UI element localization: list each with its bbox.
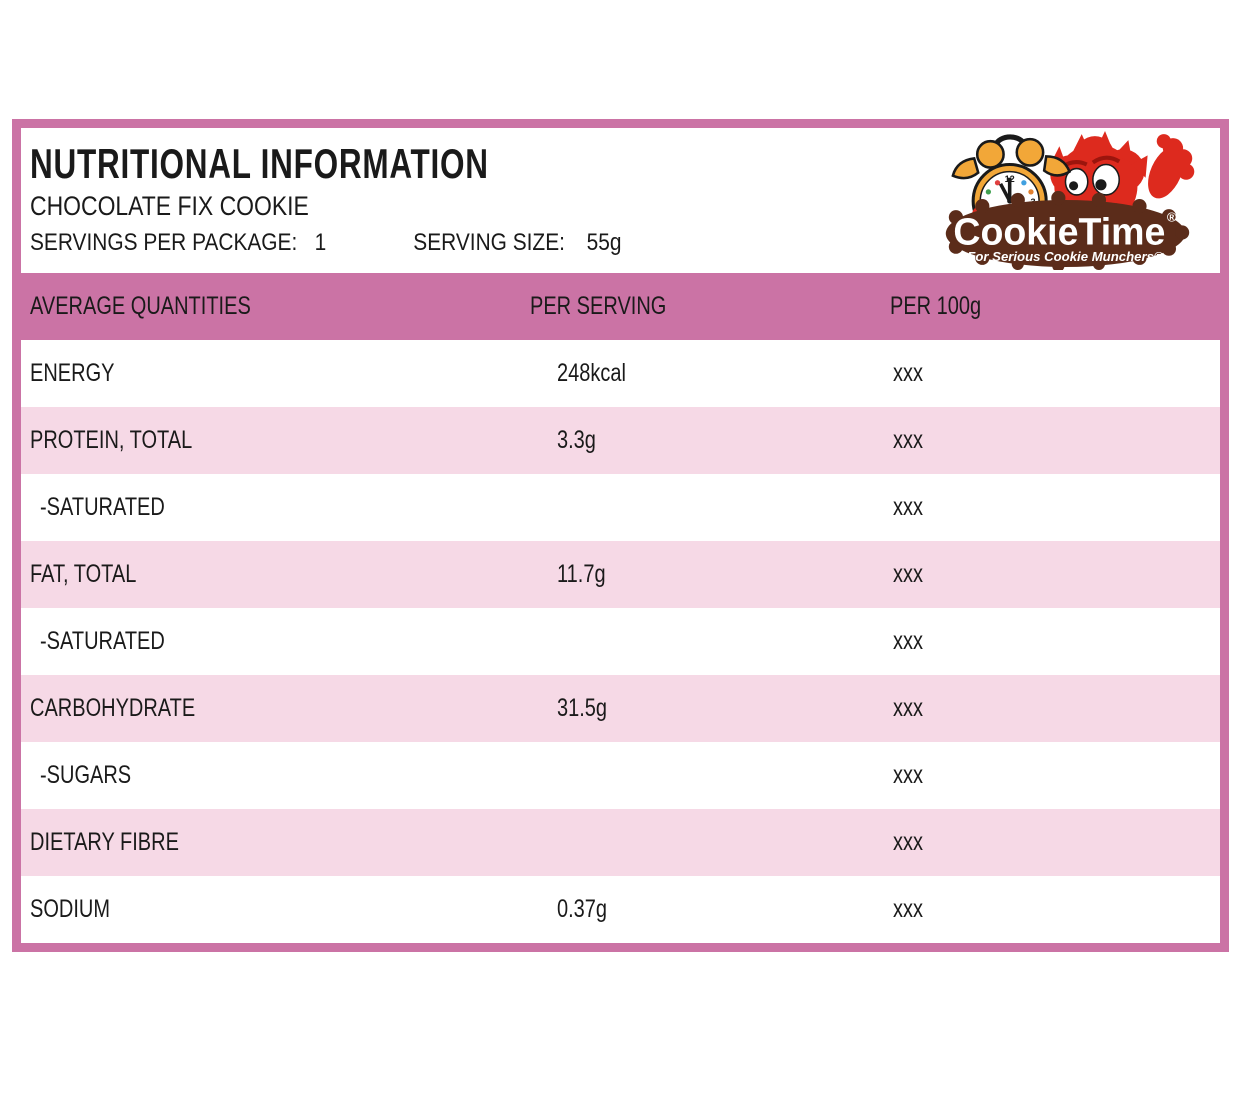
table-body: ENERGY 248kcal xxx PROTEIN, TOTAL 3.3g x…: [21, 340, 1220, 943]
nutrient-label: -SUGARS: [40, 761, 132, 789]
per-100g-cell: xxx: [893, 895, 1220, 924]
per-100g-cell: xxx: [893, 627, 1220, 656]
table-row: -SATURATED xxx: [21, 474, 1220, 541]
brand-registered-mark: ®: [1167, 209, 1177, 224]
per-100g-cell: xxx: [893, 694, 1220, 723]
nutrition-panel: NUTRITIONAL INFORMATION CHOCOLATE FIX CO…: [12, 119, 1229, 952]
per-100g-value: xxx: [893, 627, 923, 655]
servings-per-package-value: 1: [314, 229, 327, 256]
per-serving-cell: [557, 633, 893, 651]
per-serving-cell: 31.5g: [557, 694, 893, 723]
per-100g-value: xxx: [893, 694, 923, 722]
per-serving-value: 31.5g: [557, 694, 608, 722]
table-row: -SATURATED xxx: [21, 608, 1220, 675]
nutrient-label-cell: ENERGY: [21, 359, 557, 388]
per-100g-cell: xxx: [893, 560, 1220, 589]
per-100g-value: xxx: [893, 560, 923, 588]
nutrient-label-cell: FAT, TOTAL: [21, 560, 557, 589]
per-100g-value: xxx: [893, 828, 923, 856]
per-100g-cell: xxx: [893, 359, 1220, 388]
nutrient-label: FAT, TOTAL: [30, 560, 137, 588]
table-row: CARBOHYDRATE 31.5g xxx: [21, 675, 1220, 742]
column-header-label: PER 100g: [890, 292, 982, 320]
cookie-time-logo-art: 12 3: [945, 131, 1195, 270]
nutrient-label: PROTEIN, TOTAL: [30, 426, 193, 454]
cookie-blob-icon: CookieTime ® For Serious Cookie Munchers…: [945, 190, 1190, 270]
table-row: PROTEIN, TOTAL 3.3g xxx: [21, 407, 1220, 474]
per-serving-value: 11.7g: [557, 560, 606, 588]
per-100g-value: xxx: [893, 761, 923, 789]
per-serving-cell: 248kcal: [557, 359, 893, 388]
nutrient-label: DIETARY FIBRE: [30, 828, 179, 856]
nutrient-label: SODIUM: [30, 895, 110, 923]
per-serving-cell: 11.7g: [557, 560, 893, 589]
column-header-label: AVERAGE QUANTITIES: [30, 292, 251, 320]
per-100g-value: xxx: [893, 493, 923, 521]
per-serving-value: 3.3g: [557, 426, 596, 454]
table-row: SODIUM 0.37g xxx: [21, 876, 1220, 943]
monster-eyes-icon: [1064, 163, 1120, 196]
per-100g-cell: xxx: [893, 761, 1220, 790]
per-serving-cell: 0.37g: [557, 895, 893, 924]
column-header-per-100g: PER 100g: [890, 292, 1217, 321]
nutrient-label-cell: PROTEIN, TOTAL: [21, 426, 557, 455]
cookie-time-logo: 12 3: [941, 128, 1196, 270]
table-row: -SUGARS xxx: [21, 742, 1220, 809]
per-serving-cell: [557, 834, 893, 852]
nutrient-label-cell: -SUGARS: [21, 761, 557, 790]
panel-title: NUTRITIONAL INFORMATION: [30, 140, 489, 187]
nutrient-label-cell: CARBOHYDRATE: [21, 694, 557, 723]
column-header-per-serving: PER SERVING: [530, 292, 866, 321]
per-serving-cell: 3.3g: [557, 426, 893, 455]
per-serving-value: 248kcal: [557, 359, 626, 387]
nutrient-label-cell: DIETARY FIBRE: [21, 828, 557, 857]
per-serving-value: 0.37g: [557, 895, 608, 923]
serving-size-label: SERVING SIZE:: [413, 229, 565, 256]
servings-line: SERVINGS PER PACKAGE: 1 SERVING SIZE: 55g: [30, 229, 622, 257]
nutrient-label-cell: -SATURATED: [21, 627, 557, 656]
column-header-average-quantities: AVERAGE QUANTITIES: [21, 292, 557, 321]
brand-text: CookieTime: [953, 211, 1165, 253]
tagline-text: For Serious Cookie Munchers®: [967, 249, 1164, 264]
per-100g-cell: xxx: [893, 426, 1220, 455]
table-row: FAT, TOTAL 11.7g xxx: [21, 541, 1220, 608]
servings-per-package-label: SERVINGS PER PACKAGE:: [30, 229, 298, 256]
per-100g-value: xxx: [893, 359, 923, 387]
nutrient-label: ENERGY: [30, 359, 115, 387]
per-100g-value: xxx: [893, 426, 923, 454]
nutrient-label-cell: -SATURATED: [21, 493, 557, 522]
per-serving-cell: [557, 767, 893, 785]
nutrient-label: -SATURATED: [40, 627, 165, 655]
product-name: CHOCOLATE FIX COOKIE: [30, 191, 309, 221]
table-row: ENERGY 248kcal xxx: [21, 340, 1220, 407]
per-100g-value: xxx: [893, 895, 923, 923]
nutrient-label: CARBOHYDRATE: [30, 694, 196, 722]
per-serving-cell: [557, 499, 893, 517]
nutrient-label: -SATURATED: [40, 493, 165, 521]
nutrient-label-cell: SODIUM: [21, 895, 557, 924]
table-header-row: AVERAGE QUANTITIES PER SERVING PER 100g: [21, 273, 1220, 340]
column-header-label: PER SERVING: [530, 292, 667, 320]
table-row: DIETARY FIBRE xxx: [21, 809, 1220, 876]
per-100g-cell: xxx: [893, 493, 1220, 522]
serving-size-value: 55g: [586, 229, 622, 256]
panel-header: NUTRITIONAL INFORMATION CHOCOLATE FIX CO…: [21, 128, 1220, 273]
per-100g-cell: xxx: [893, 828, 1220, 857]
